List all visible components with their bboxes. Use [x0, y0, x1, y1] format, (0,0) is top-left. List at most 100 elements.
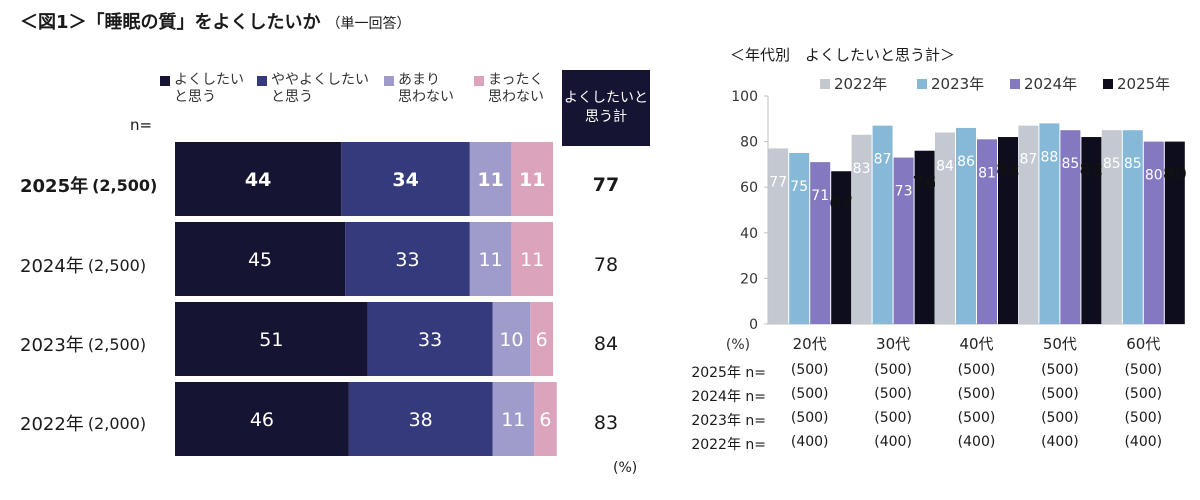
bar-value-label: 45	[248, 249, 272, 271]
bar-value-label: 85	[1061, 156, 1079, 172]
y-tick-label: 80	[740, 135, 758, 151]
figure-title: ＜図1＞「睡眠の質」をよくしたいか （単一回答）	[20, 8, 411, 34]
bar	[935, 132, 955, 324]
bar-value-label: 73	[895, 184, 913, 200]
ntable-cell: (500)	[1124, 362, 1163, 378]
y-tick-label: 40	[740, 226, 758, 242]
bar-segment	[492, 382, 535, 456]
legend-swatch-amari	[384, 76, 394, 86]
bar-value-label: 87	[1019, 152, 1037, 168]
row-total-2025: 77	[592, 174, 620, 196]
bar-segment	[469, 142, 512, 216]
x-tick-label: 20代	[793, 335, 827, 353]
row-total-2022: 83	[593, 412, 619, 434]
bar	[789, 153, 810, 324]
row-n: (2,500)	[87, 255, 147, 275]
bar	[872, 125, 893, 324]
bar-value-label: 6	[536, 329, 548, 351]
bar	[1060, 130, 1081, 324]
ntable-cell: (400)	[874, 434, 912, 450]
ntable-label-2025: 2025年 n=	[691, 365, 766, 381]
right-unit-label: (%)	[726, 337, 750, 353]
row-year: 2024年	[20, 256, 84, 277]
bar-value-label: 80	[1163, 165, 1187, 185]
bar	[893, 157, 914, 324]
row-label-2024: 2024年 (2,500)	[20, 226, 172, 304]
ntable-label-2023: 2023年 n=	[691, 413, 766, 429]
row-total-2023: 84	[593, 333, 619, 355]
x-tick-label: 40代	[959, 335, 993, 353]
legend-item-yoku: よくしたい と思う	[160, 72, 244, 106]
bar-value-label: 11	[477, 169, 503, 191]
bar-value-label: 87	[874, 152, 892, 168]
bar-value-label: 83	[853, 161, 871, 177]
x-tick-label: 50代	[1043, 335, 1077, 353]
bar-segment	[530, 302, 553, 376]
y-tick-label: 100	[731, 89, 758, 105]
bar	[851, 134, 872, 324]
bar-segment	[341, 142, 470, 216]
left-unit-label: (%)	[613, 460, 638, 476]
row-n: (2,500)	[87, 334, 147, 354]
bar	[1122, 130, 1143, 324]
bar-segment	[175, 302, 368, 376]
bar-value-label: 80	[1145, 168, 1163, 184]
ntable-cell: (500)	[957, 410, 996, 426]
ntable-cell: (500)	[874, 410, 912, 426]
row-n: (2,500)	[92, 175, 158, 195]
bar	[914, 150, 935, 324]
bar-value-label: 10	[499, 329, 523, 351]
bar-segment	[469, 222, 512, 296]
legend-swatch	[1010, 79, 1020, 89]
bar-value-label: 11	[520, 249, 544, 271]
bar-value-label: 33	[395, 249, 419, 271]
bar-segment	[175, 222, 346, 296]
bar	[1164, 141, 1185, 324]
bar-segment	[534, 382, 557, 456]
bar-value-label: 11	[479, 249, 503, 271]
bar-value-label: 6	[539, 409, 551, 431]
ntable-label-2024: 2024年 n=	[691, 389, 766, 405]
ntable-cell: (500)	[874, 386, 912, 402]
legend-label: 2024年	[1024, 75, 1077, 93]
bar-value-label: 11	[501, 409, 525, 431]
legend-item-amari: あまり 思わない	[384, 72, 454, 106]
title-note: （単一回答）	[326, 16, 411, 32]
ntable-cell: (500)	[1041, 386, 1079, 402]
legend-label-mattaku: まったく 思わない	[488, 72, 544, 105]
legend-swatch-yoku	[160, 76, 170, 86]
bar-value-label: 67	[829, 194, 853, 214]
ntable-cell: (500)	[790, 386, 829, 402]
ntable-cell: (500)	[1041, 410, 1079, 426]
bar	[1101, 130, 1122, 324]
legend-item-mattaku: まったく 思わない	[474, 72, 544, 106]
legend-swatch	[917, 79, 927, 89]
bar-value-label: 11	[519, 169, 545, 191]
total-header: よくしたいと 思う計	[562, 70, 650, 146]
bar-segment	[492, 302, 531, 376]
title-text: ＜図1＞「睡眠の質」をよくしたいか	[20, 12, 321, 33]
bar	[831, 171, 852, 324]
bar-value-label: 76	[913, 174, 937, 194]
legend-label-amari: あまり 思わない	[398, 72, 454, 105]
row-label-2022: 2022年 (2,000)	[20, 384, 172, 462]
bar-value-label: 81	[978, 165, 996, 181]
bar-value-label: 86	[957, 154, 975, 170]
bar	[810, 162, 831, 324]
ntable-cell: (400)	[1124, 434, 1163, 450]
bar	[998, 137, 1018, 324]
bar-segment	[367, 302, 493, 376]
legend-swatch-mattaku	[474, 76, 484, 86]
y-tick-label: 0	[749, 317, 758, 333]
bar-segment	[348, 382, 493, 456]
bar	[1081, 137, 1102, 324]
bar-segment	[345, 222, 470, 296]
ntable-cell: (400)	[957, 434, 996, 450]
bar-value-label: 75	[790, 179, 808, 195]
legend-swatch-yaya	[257, 76, 267, 86]
bar-value-label: 51	[259, 329, 283, 351]
right-chart-subtitle: ＜年代別 よくしたいと思う計＞	[730, 46, 956, 64]
ntable-cell: (500)	[874, 362, 912, 378]
